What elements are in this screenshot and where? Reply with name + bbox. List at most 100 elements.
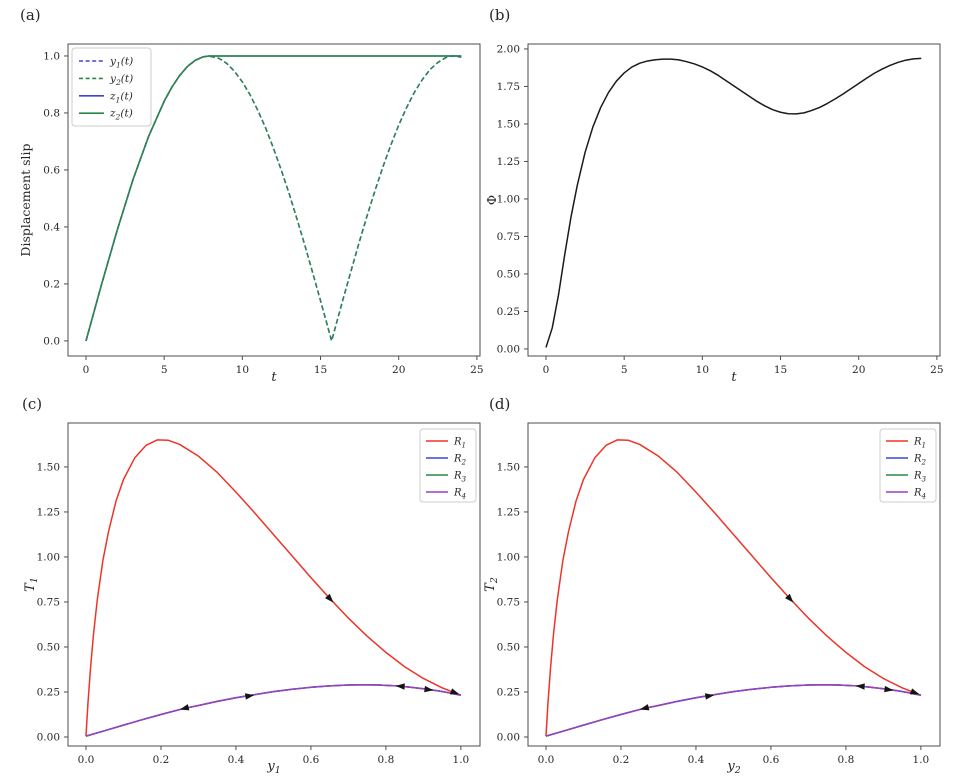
ticks: 0 5 10 15 20 25 0.0 0.2 0.4 0.6 0.8 1.0 (43, 51, 483, 376)
y-tick-label: 1.00 (37, 552, 60, 564)
series-group (545, 57, 922, 348)
ticks: 0.0 0.2 0.4 0.6 0.8 1.0 0.00 0.25 0.50 0.75 1.00 1.… (37, 462, 470, 766)
y-axis-label: Φ (484, 195, 499, 205)
panel-a: 0 5 10 15 20 25 0.0 0.2 0.4 0.6 0.8 1.0 t Displacemen… (18, 43, 484, 385)
y-tick-label: 0.25 (497, 687, 520, 699)
y-tick-label: 1.25 (497, 156, 520, 168)
y-tick-label: 1.0 (43, 51, 60, 63)
x-tick-label: 10 (236, 364, 249, 376)
legend-entry-label: R4 (913, 488, 927, 501)
direction-arrowhead (704, 693, 715, 700)
x-tick-label: 0 (543, 364, 550, 376)
y-tick-label: 0.25 (497, 306, 520, 318)
axes-frame (527, 422, 941, 747)
series-R (85, 684, 462, 737)
legend-box (879, 428, 937, 503)
legend-entry-label: R2 (913, 454, 927, 467)
x-tick-label: 10 (696, 364, 709, 376)
legend-entry-label: R1 (913, 437, 926, 450)
legend: R1 R2 R3 R4 (879, 428, 937, 503)
y-tick-label: 0.8 (43, 108, 60, 120)
direction-arrowhead (325, 593, 334, 603)
panel-a-tag: (a) (20, 6, 41, 24)
direction-arrowhead (244, 693, 255, 700)
y-tick-label: 1.50 (497, 462, 520, 474)
legend-entry-label: R4 (453, 488, 467, 501)
legend-entry-label: R3 (453, 471, 467, 484)
y-tick-label: 1.25 (497, 507, 520, 519)
x-axis-label: y1 (266, 759, 280, 776)
x-tick-label: 20 (852, 364, 865, 376)
legend: y1(t) y2(t) z1(t) z2(t) (71, 47, 152, 127)
y-tick-label: 1.75 (497, 81, 520, 93)
direction-arrowhead (909, 688, 920, 695)
y-tick-label: 1.25 (37, 507, 60, 519)
panel-b-tag: (b) (489, 6, 511, 24)
legend-entry-label: R3 (913, 471, 927, 484)
legend-box (419, 428, 477, 503)
y-tick-label: 1.00 (497, 552, 520, 564)
series-group (85, 55, 462, 342)
legend-box (71, 47, 152, 127)
x-tick-label: 25 (470, 364, 483, 376)
y-axis-label: Displacement slip (18, 143, 33, 256)
direction-arrowhead (785, 593, 794, 603)
x-tick-label: 0.8 (378, 754, 395, 766)
x-tick-label: 0.6 (763, 754, 780, 766)
series-group (85, 439, 462, 737)
x-tick-label: 0.8 (838, 754, 855, 766)
x-tick-label: 15 (314, 364, 327, 376)
y-tick-label: 2.00 (497, 44, 520, 56)
series-R (85, 439, 462, 737)
x-axis-label: y2 (726, 759, 740, 776)
y-axis-label: T2 (483, 577, 500, 592)
direction-arrowhead (855, 683, 865, 690)
y-axis-label: T1 (23, 577, 40, 592)
x-tick-label: 0.0 (538, 754, 555, 766)
series-zt (85, 55, 462, 342)
x-tick-label: 5 (161, 364, 168, 376)
x-axis-label: t (271, 370, 277, 385)
axes-frame (527, 43, 941, 357)
series-R (545, 684, 922, 737)
direction-arrowhead (884, 685, 894, 693)
y-tick-label: 0.0 (43, 335, 60, 347)
y-tick-label: 0.25 (37, 687, 60, 699)
y-tick-label: 0.2 (43, 279, 60, 291)
x-tick-label: 0.2 (613, 754, 630, 766)
legend-entry-label: R2 (453, 454, 467, 467)
y-tick-label: 1.50 (37, 462, 60, 474)
y-tick-label: 0.6 (43, 165, 60, 177)
y-tick-label: 1.00 (497, 194, 520, 206)
panel-d-tag: (d) (489, 395, 511, 413)
x-tick-label: 15 (774, 364, 787, 376)
x-tick-label: 0.4 (228, 754, 245, 766)
series-t (545, 57, 922, 348)
direction-arrowhead (395, 683, 405, 690)
x-tick-label: 0.4 (688, 754, 705, 766)
y-tick-label: 0.50 (497, 269, 520, 281)
ticks: 0 5 10 15 20 25 0.00 0.25 0.50 0.75 1.00 1.25 1.50 1.… (497, 44, 944, 376)
series-R (85, 684, 462, 737)
legend: R1 R2 R3 R4 (419, 428, 477, 503)
x-tick-label: 0.0 (78, 754, 95, 766)
direction-arrowhead (639, 704, 650, 711)
series-R (545, 439, 922, 737)
legend-entry-label: y2(t) (109, 73, 133, 87)
x-tick-label: 20 (392, 364, 405, 376)
x-tick-label: 1.0 (453, 754, 470, 766)
panel-c: 0.0 0.2 0.4 0.6 0.8 1.0 0.00 0.25 0.50 0.75 1.00 1.… (23, 422, 481, 776)
y-tick-label: 0.00 (37, 732, 60, 744)
legend-entry-label: z2(t) (109, 108, 133, 122)
y-tick-label: 0.75 (497, 597, 520, 609)
y-tick-label: 0.4 (43, 222, 60, 234)
y-tick-label: 0.00 (497, 344, 520, 356)
direction-arrowhead (449, 688, 460, 695)
series-R (545, 684, 922, 737)
series-R (545, 684, 922, 737)
x-axis-label: t (731, 370, 737, 385)
legend-entry-label: y1(t) (109, 56, 133, 70)
panel-c-tag: (c) (22, 395, 43, 413)
